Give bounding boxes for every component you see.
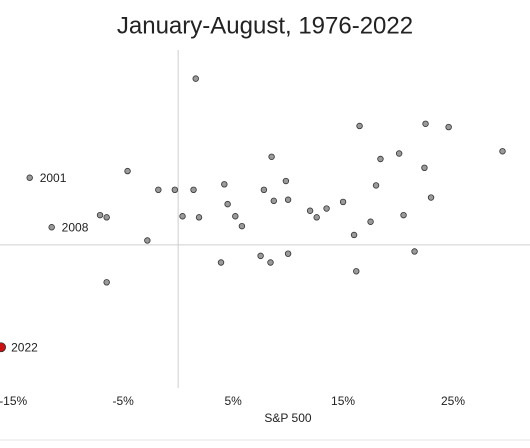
- data-point: [260, 186, 268, 194]
- data-point: [257, 252, 264, 260]
- x-tick-label: 5%: [224, 394, 242, 408]
- data-point: [48, 224, 55, 231]
- point-label: 2022: [11, 340, 38, 354]
- data-point: [306, 207, 314, 214]
- data-point: [124, 167, 131, 175]
- data-point: [284, 196, 292, 203]
- data-point: [221, 181, 228, 188]
- data-point: [411, 248, 418, 255]
- data-point: [353, 268, 360, 275]
- data-point: [323, 205, 330, 212]
- data-point: [238, 222, 246, 230]
- data-point: [232, 213, 239, 220]
- data-point: [195, 214, 203, 221]
- data-point: [499, 148, 506, 155]
- data-point: [270, 197, 277, 205]
- x-axis-label: S&P 500: [264, 411, 311, 425]
- x-tick-label: -5%: [112, 394, 134, 408]
- data-point: [171, 186, 179, 194]
- data-point: [190, 186, 197, 194]
- data-point: [400, 211, 407, 219]
- data-point: [192, 75, 199, 82]
- point-label: 2001: [40, 171, 67, 185]
- chart-title: January-August, 1976-2022: [117, 12, 413, 39]
- x-tick-label: 15%: [331, 394, 355, 408]
- data-point: [339, 198, 347, 206]
- x-tick-label: 25%: [441, 394, 465, 408]
- data-point: [103, 279, 110, 286]
- data-point: [96, 211, 104, 219]
- data-point: [356, 122, 363, 130]
- data-point: [26, 174, 33, 181]
- data-point: [427, 194, 435, 201]
- data-point: [155, 186, 162, 194]
- data-point: [350, 231, 358, 239]
- data-point: [179, 213, 186, 220]
- data-point: [267, 259, 274, 266]
- x-tick-label: -15%: [0, 394, 28, 408]
- data-point: [313, 214, 320, 221]
- data-point: [377, 155, 384, 163]
- point-label: 2008: [62, 220, 89, 234]
- data-point: [421, 164, 428, 172]
- data-point: [103, 214, 110, 221]
- data-point: [284, 250, 292, 257]
- data-point: [224, 200, 231, 208]
- data-point: [372, 182, 380, 189]
- data-point: [217, 259, 225, 266]
- data-point: [144, 237, 151, 244]
- data-point: [445, 123, 452, 131]
- data-point: [268, 153, 275, 160]
- data-point: [422, 120, 429, 127]
- data-point: [0, 342, 6, 353]
- data-point: [395, 150, 403, 157]
- data-point: [367, 218, 374, 225]
- data-point: [282, 177, 290, 185]
